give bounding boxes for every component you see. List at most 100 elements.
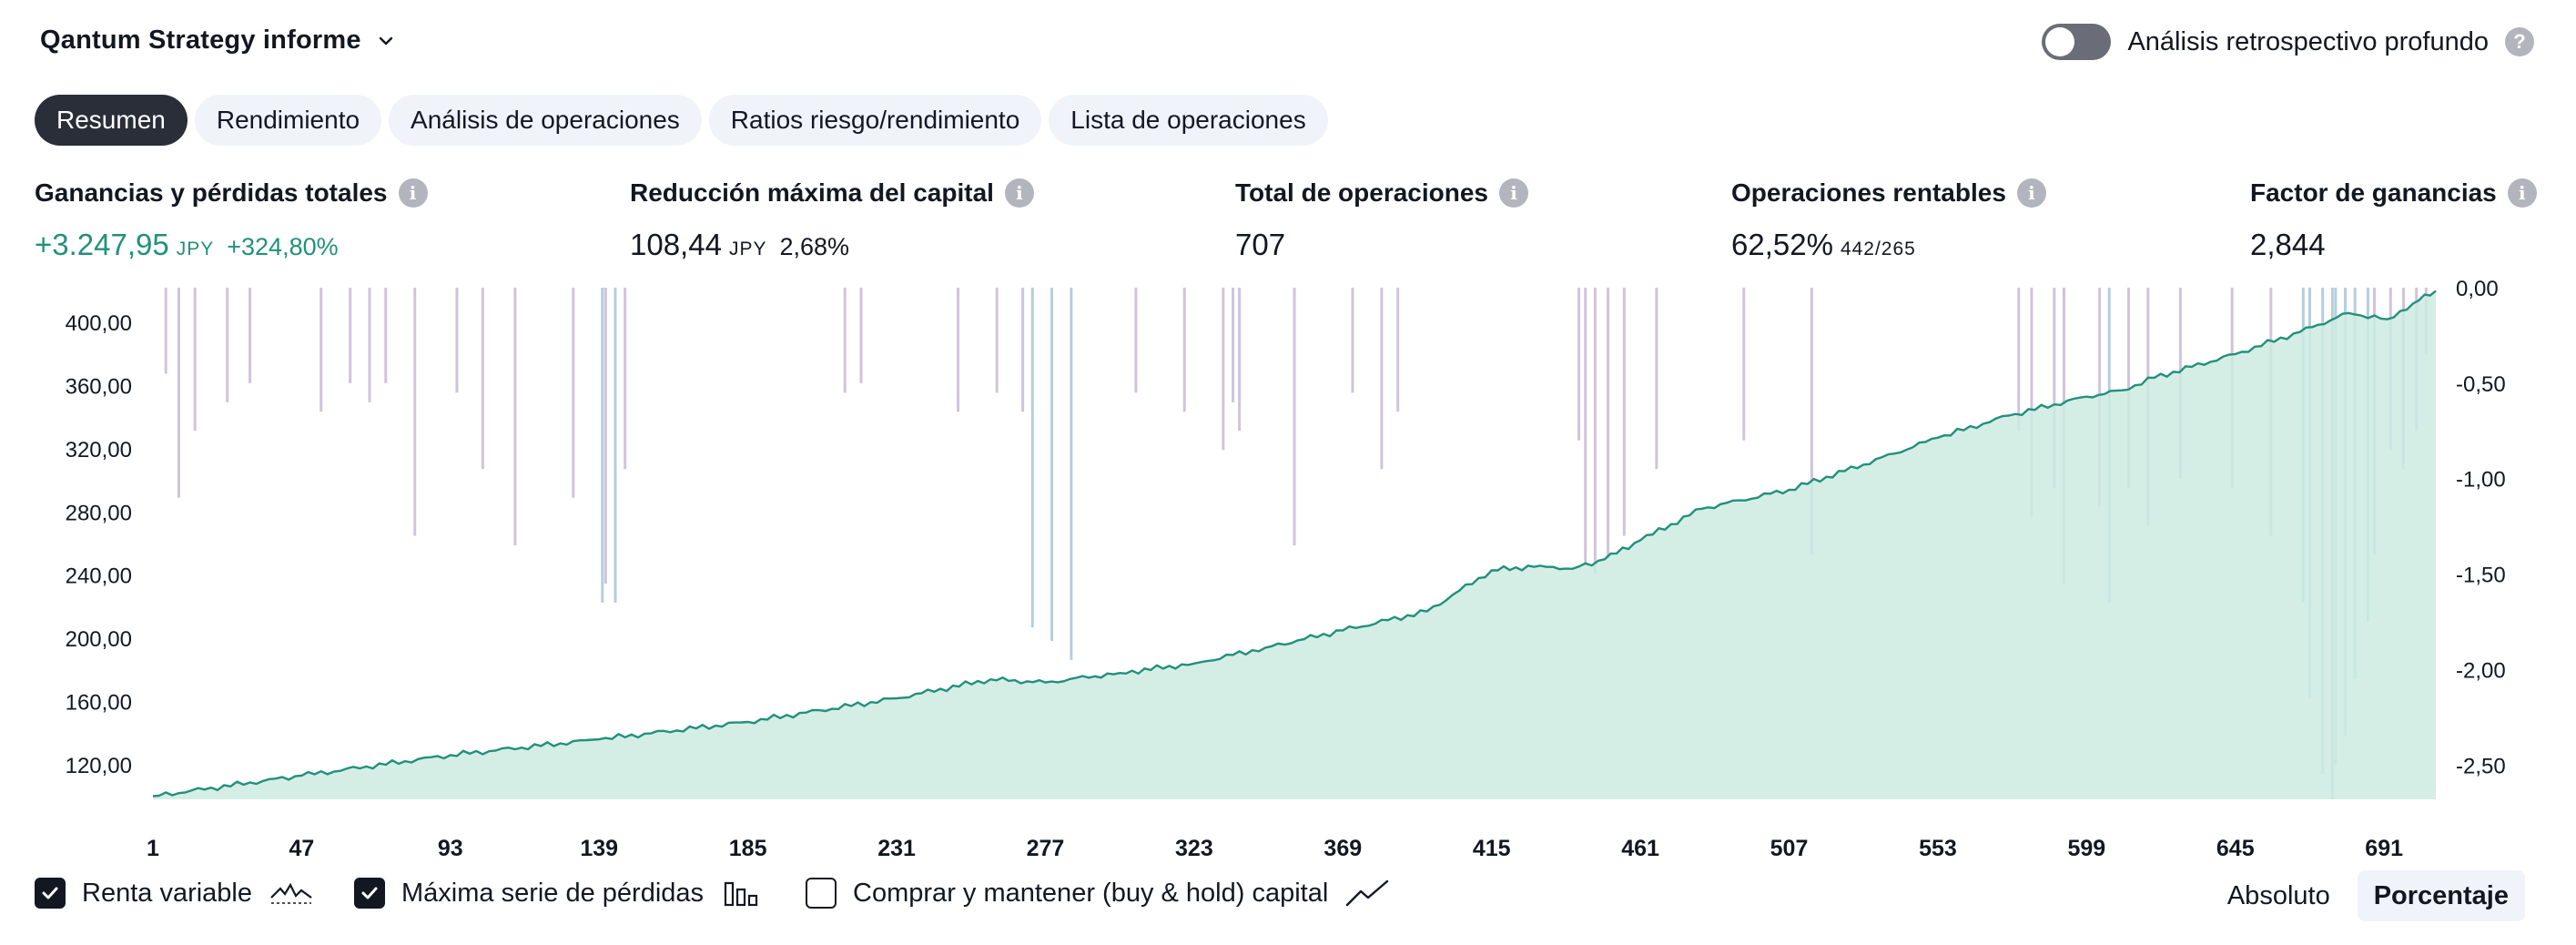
equity-area	[153, 290, 2436, 799]
legend-label: Renta variable	[82, 878, 252, 908]
y-tick-label: -1,00	[2456, 468, 2506, 493]
metric-net-profit: Ganancias y pérdidas totales i +3.247,95…	[35, 178, 428, 262]
drawdown-bar	[226, 288, 229, 402]
drawdown-bar	[248, 288, 252, 383]
metric-label: Total de operaciones	[1235, 178, 1488, 207]
metric-total-trades: Total de operaciones i 707	[1235, 178, 1528, 262]
checkbox-checked-icon[interactable]	[35, 878, 66, 909]
drawdown-bar	[319, 288, 323, 412]
info-icon[interactable]: i	[2507, 178, 2537, 208]
drawdown-bar	[1380, 288, 1384, 470]
toggle-knob	[2045, 27, 2075, 56]
metric-profit-factor: Factor de ganancias i 2,844	[2250, 178, 2537, 262]
drawdown-bar	[1232, 288, 1235, 402]
y-tick-label: -1,50	[2456, 564, 2506, 588]
drawdown-bar	[957, 288, 960, 412]
metric-max-drawdown: Reducción máxima del capital i 108,44 JP…	[630, 178, 1034, 262]
x-tick-label: 369	[1323, 836, 1362, 861]
chevron-down-icon	[379, 36, 392, 45]
report-title-dropdown[interactable]: Qantum Strategy informe	[40, 25, 394, 56]
equity-line	[152, 290, 2437, 798]
drawdown-bar	[349, 288, 352, 383]
metric-value: 2,844	[2250, 228, 2326, 261]
y-tick-label: 120,00	[66, 754, 132, 778]
equity-line-icon	[270, 882, 312, 904]
x-tick-label: 47	[289, 836, 315, 861]
drawdown-bar	[1593, 288, 1597, 574]
metric-value: +3.247,95	[35, 228, 169, 261]
y-tick-label: 400,00	[66, 311, 132, 336]
tab-analisis-operaciones[interactable]: Análisis de operaciones	[389, 95, 702, 146]
metric-percent: 2,68%	[779, 233, 850, 260]
drawdown-bar	[614, 288, 617, 604]
drawdown-bar	[513, 288, 517, 546]
drawdown-bar	[1182, 288, 1186, 412]
mode-absolute-button[interactable]: Absoluto	[2226, 880, 2330, 910]
info-icon[interactable]: i	[398, 178, 428, 208]
drawdown-bar	[1396, 288, 1400, 412]
y-tick-label: 280,00	[66, 501, 132, 525]
drawdown-bar	[2127, 288, 2131, 489]
tab-ratios[interactable]: Ratios riesgo/rendimiento	[708, 95, 1042, 146]
report-title: Qantum Strategy informe	[40, 25, 361, 55]
legend-drawdown[interactable]: Máxima serie de pérdidas	[354, 878, 766, 909]
y-tick-label: 320,00	[66, 438, 132, 462]
y-tick-label: 160,00	[66, 690, 132, 715]
tab-lista-operaciones[interactable]: Lista de operaciones	[1049, 95, 1328, 146]
drawdown-bar	[1030, 288, 1034, 628]
checkbox-unchecked-icon[interactable]	[806, 878, 837, 909]
drawdown-bar	[859, 288, 863, 383]
x-tick-label: 553	[1919, 836, 1957, 861]
y-tick-label: -0,50	[2456, 372, 2506, 397]
y-tick-label: -2,00	[2456, 658, 2506, 683]
drawdown-bar	[177, 288, 180, 498]
drawdown-bar	[1021, 288, 1025, 412]
report-tabs: Resumen Rendimiento Análisis de operacio…	[35, 95, 1328, 146]
tab-resumen[interactable]: Resumen	[35, 95, 188, 146]
info-icon[interactable]: i	[1004, 178, 1034, 208]
x-tick-label: 185	[729, 836, 767, 861]
deep-backtest-label: Análisis retrospectivo profundo	[2127, 26, 2489, 56]
legend-equity[interactable]: Renta variable	[35, 878, 314, 909]
drawdown-bar	[1622, 288, 1626, 536]
drawdown-bar	[1655, 288, 1658, 470]
chart-legend: Renta variable Máxima serie de pérdidas …	[35, 878, 1430, 909]
mode-percent-button[interactable]: Porcentaje	[2357, 870, 2525, 921]
legend-buy-hold[interactable]: Comprar y mantener (buy & hold) capital	[806, 878, 1390, 909]
drawdown-bar	[481, 288, 484, 470]
x-tick-label: 1	[147, 836, 159, 861]
metric-label: Factor de ganancias	[2250, 178, 2497, 207]
help-icon[interactable]: ?	[2505, 27, 2534, 56]
x-tick-label: 93	[438, 836, 463, 861]
drawdown-bar	[603, 288, 607, 584]
info-icon[interactable]: i	[1499, 178, 1528, 208]
drawdown-bar	[843, 288, 847, 393]
drawdown-bar	[164, 288, 167, 374]
trend-line-icon	[1346, 879, 1389, 907]
checkbox-checked-icon[interactable]	[354, 878, 385, 909]
deep-backtest-toggle[interactable]	[2042, 24, 2112, 60]
drawdown-bar	[1134, 288, 1138, 393]
x-tick-label: 461	[1621, 836, 1659, 861]
drawdown-bar	[193, 288, 197, 432]
info-icon[interactable]: i	[2016, 178, 2046, 208]
view-mode-switch: Absoluto Porcentaje	[2211, 870, 2525, 921]
drawdown-bar	[601, 288, 604, 604]
drawdown-bar	[1742, 288, 1746, 441]
deep-backtest-control: Análisis retrospectivo profundo ?	[2042, 24, 2534, 60]
x-axis: 1 47 93 139 185 231 277 323 369 415 461 507 553 599 64…	[147, 836, 2403, 861]
y-tick-label: 200,00	[66, 627, 132, 652]
metric-ratio: 442/265	[1840, 239, 1916, 259]
drawdown-bar	[1584, 288, 1587, 565]
drawdown-bar	[572, 288, 575, 498]
x-tick-label: 277	[1027, 836, 1065, 861]
drawdown-bar	[1050, 288, 1054, 641]
x-tick-label: 645	[2216, 836, 2255, 861]
drawdown-bar	[384, 288, 388, 383]
tab-rendimiento[interactable]: Rendimiento	[194, 95, 382, 146]
y-tick-label: 240,00	[66, 564, 132, 589]
bar-chart-icon	[724, 881, 758, 907]
x-tick-label: 691	[2365, 836, 2403, 861]
